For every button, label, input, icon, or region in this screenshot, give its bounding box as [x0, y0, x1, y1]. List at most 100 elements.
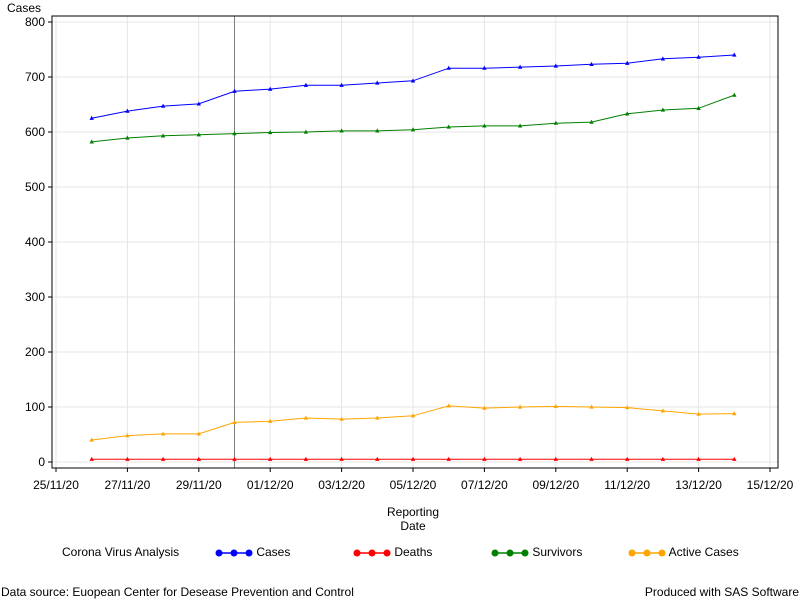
data-point-survivors	[482, 123, 487, 128]
data-point-active-cases	[303, 415, 309, 420]
data-point-active-cases	[696, 411, 701, 416]
data-point-cases	[446, 65, 451, 70]
data-point-active-cases	[196, 431, 201, 436]
gridlines	[52, 16, 778, 468]
x-tick-label: 29/11/20	[175, 478, 222, 492]
data-point-active-cases	[517, 404, 523, 409]
data-point-survivors	[732, 92, 737, 97]
data-point-deaths	[410, 456, 416, 461]
data-point-deaths	[232, 456, 237, 461]
y-tick-label: 400	[24, 235, 45, 249]
data-point-survivors	[232, 131, 237, 136]
data-point-deaths	[732, 456, 737, 461]
y-tick-label: 600	[24, 125, 45, 139]
data-point-cases	[482, 65, 487, 70]
data-point-cases	[553, 63, 558, 68]
legend-item-cases: Cases	[215, 544, 290, 560]
data-point-deaths	[446, 456, 451, 461]
data-point-survivors	[268, 130, 273, 135]
x-tick-label: 09/12/20	[532, 478, 580, 492]
data-point-deaths	[339, 456, 344, 461]
y-tick-label: 0	[38, 455, 45, 469]
data-point-deaths	[160, 456, 166, 461]
data-point-survivors	[625, 111, 630, 116]
y-tick-label: 500	[24, 180, 45, 194]
data-point-deaths	[125, 456, 130, 461]
legend-swatch-deaths	[353, 549, 391, 557]
legend-label-active-cases: Active Cases	[668, 545, 739, 559]
x-tick-label: 25/11/20	[33, 478, 79, 492]
legend-label-deaths: Deaths	[394, 545, 433, 559]
data-point-deaths	[375, 456, 380, 461]
footer-source: Data source: Euopean Center for Desease …	[1, 585, 354, 599]
plot-frame	[51, 15, 779, 469]
data-point-active-cases	[125, 433, 130, 438]
data-point-deaths	[517, 456, 523, 461]
y-tick-label: 300	[24, 290, 45, 304]
legend-swatch-active-cases	[628, 549, 666, 557]
x-tick-label: 03/12/20	[318, 478, 365, 492]
legend: Corona Virus Analysis Cases Deaths Survi…	[0, 544, 800, 562]
y-axis-title: Cases	[7, 1, 42, 15]
data-point-survivors	[375, 128, 380, 133]
data-point-deaths	[89, 456, 94, 461]
data-point-active-cases	[232, 419, 237, 424]
data-point-survivors	[410, 127, 416, 132]
y-tick-label: 800	[24, 15, 45, 29]
data-point-cases	[696, 54, 701, 59]
x-tick-label: 13/12/20	[675, 478, 722, 492]
data-point-deaths	[696, 456, 701, 461]
data-point-survivors	[517, 123, 523, 128]
data-point-deaths	[482, 456, 487, 461]
data-point-active-cases	[89, 437, 94, 442]
data-point-cases	[125, 108, 130, 113]
data-point-active-cases	[553, 403, 558, 409]
x-tick-label: 27/11/20	[104, 478, 151, 492]
series-layer	[89, 52, 737, 461]
data-point-deaths	[660, 456, 666, 461]
data-point-active-cases	[339, 416, 344, 421]
legend-item-active-cases: Active Cases	[628, 544, 739, 560]
data-point-survivors	[196, 132, 201, 137]
data-point-active-cases	[268, 418, 273, 423]
data-point-survivors	[553, 120, 558, 125]
data-point-survivors	[696, 105, 701, 110]
data-point-survivors	[660, 107, 666, 112]
data-point-cases	[517, 64, 523, 69]
x-axis-title-line1: Reporting	[386, 505, 440, 519]
data-point-cases	[625, 60, 630, 65]
data-point-survivors	[89, 139, 94, 144]
x-tick-label: 15/12/20	[746, 478, 794, 492]
y-tick-label: 200	[24, 345, 45, 359]
data-point-survivors	[446, 124, 451, 129]
data-point-cases	[410, 78, 416, 83]
data-point-survivors	[160, 133, 166, 138]
data-point-cases	[196, 101, 201, 106]
x-axis-title-line2: Date	[400, 519, 426, 533]
y-tick-label: 100	[24, 400, 45, 414]
x-tick-label: 01/12/20	[246, 478, 294, 492]
data-point-cases	[660, 56, 666, 61]
data-point-active-cases	[446, 403, 451, 408]
data-point-cases	[303, 82, 309, 87]
data-point-survivors	[589, 119, 594, 124]
data-point-survivors	[125, 135, 130, 140]
data-point-deaths	[196, 456, 201, 461]
legend-label-survivors: Survivors	[532, 545, 583, 559]
data-point-active-cases	[160, 431, 166, 436]
data-point-active-cases	[625, 405, 630, 410]
data-point-deaths	[303, 456, 309, 461]
x-tick-label: 11/12/20	[604, 478, 651, 492]
axes	[48, 15, 779, 472]
data-point-survivors	[339, 128, 344, 133]
data-point-cases	[268, 86, 273, 91]
data-point-deaths	[589, 456, 594, 461]
footer-produced: Produced with SAS Software	[644, 585, 799, 599]
data-point-cases	[589, 61, 594, 66]
data-point-deaths	[625, 456, 630, 461]
y-tick-label: 700	[24, 70, 45, 84]
data-point-cases	[232, 88, 237, 93]
data-point-active-cases	[589, 404, 594, 409]
data-point-survivors	[303, 129, 309, 134]
